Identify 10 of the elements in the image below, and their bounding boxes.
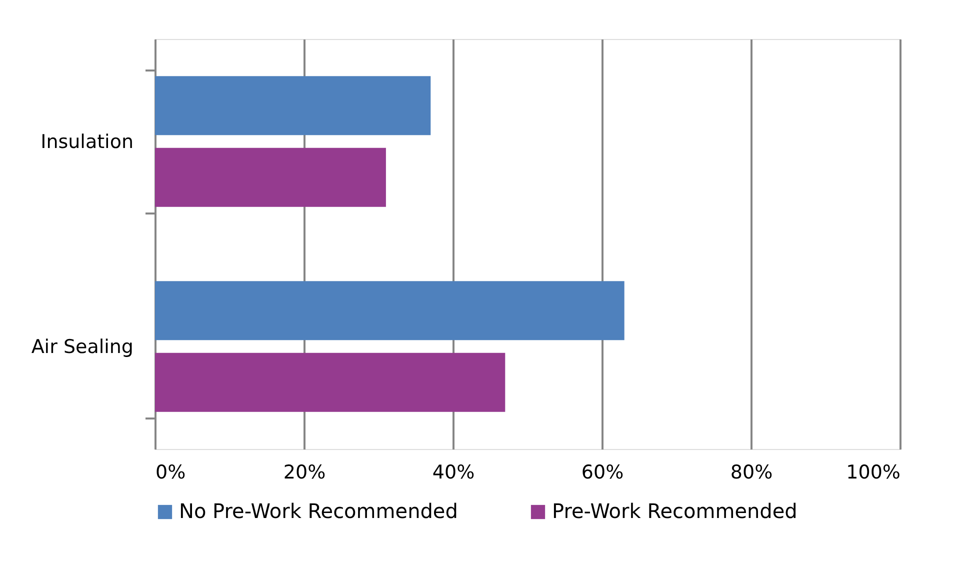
y-tick-label: Air Sealing — [31, 336, 134, 358]
x-tick-label: 100% — [846, 462, 900, 484]
x-tick-label: 0% — [156, 462, 186, 484]
y-tick-label: Insulation — [40, 131, 134, 153]
x-tick-label: 40% — [432, 462, 475, 484]
x-tick-label: 20% — [283, 462, 326, 484]
x-tick-label: 60% — [581, 462, 624, 484]
x-tick-label: 80% — [730, 462, 773, 484]
legend-label: Pre-Work Recommended — [552, 499, 798, 523]
legend-label: No Pre-Work Recommended — [179, 499, 458, 523]
